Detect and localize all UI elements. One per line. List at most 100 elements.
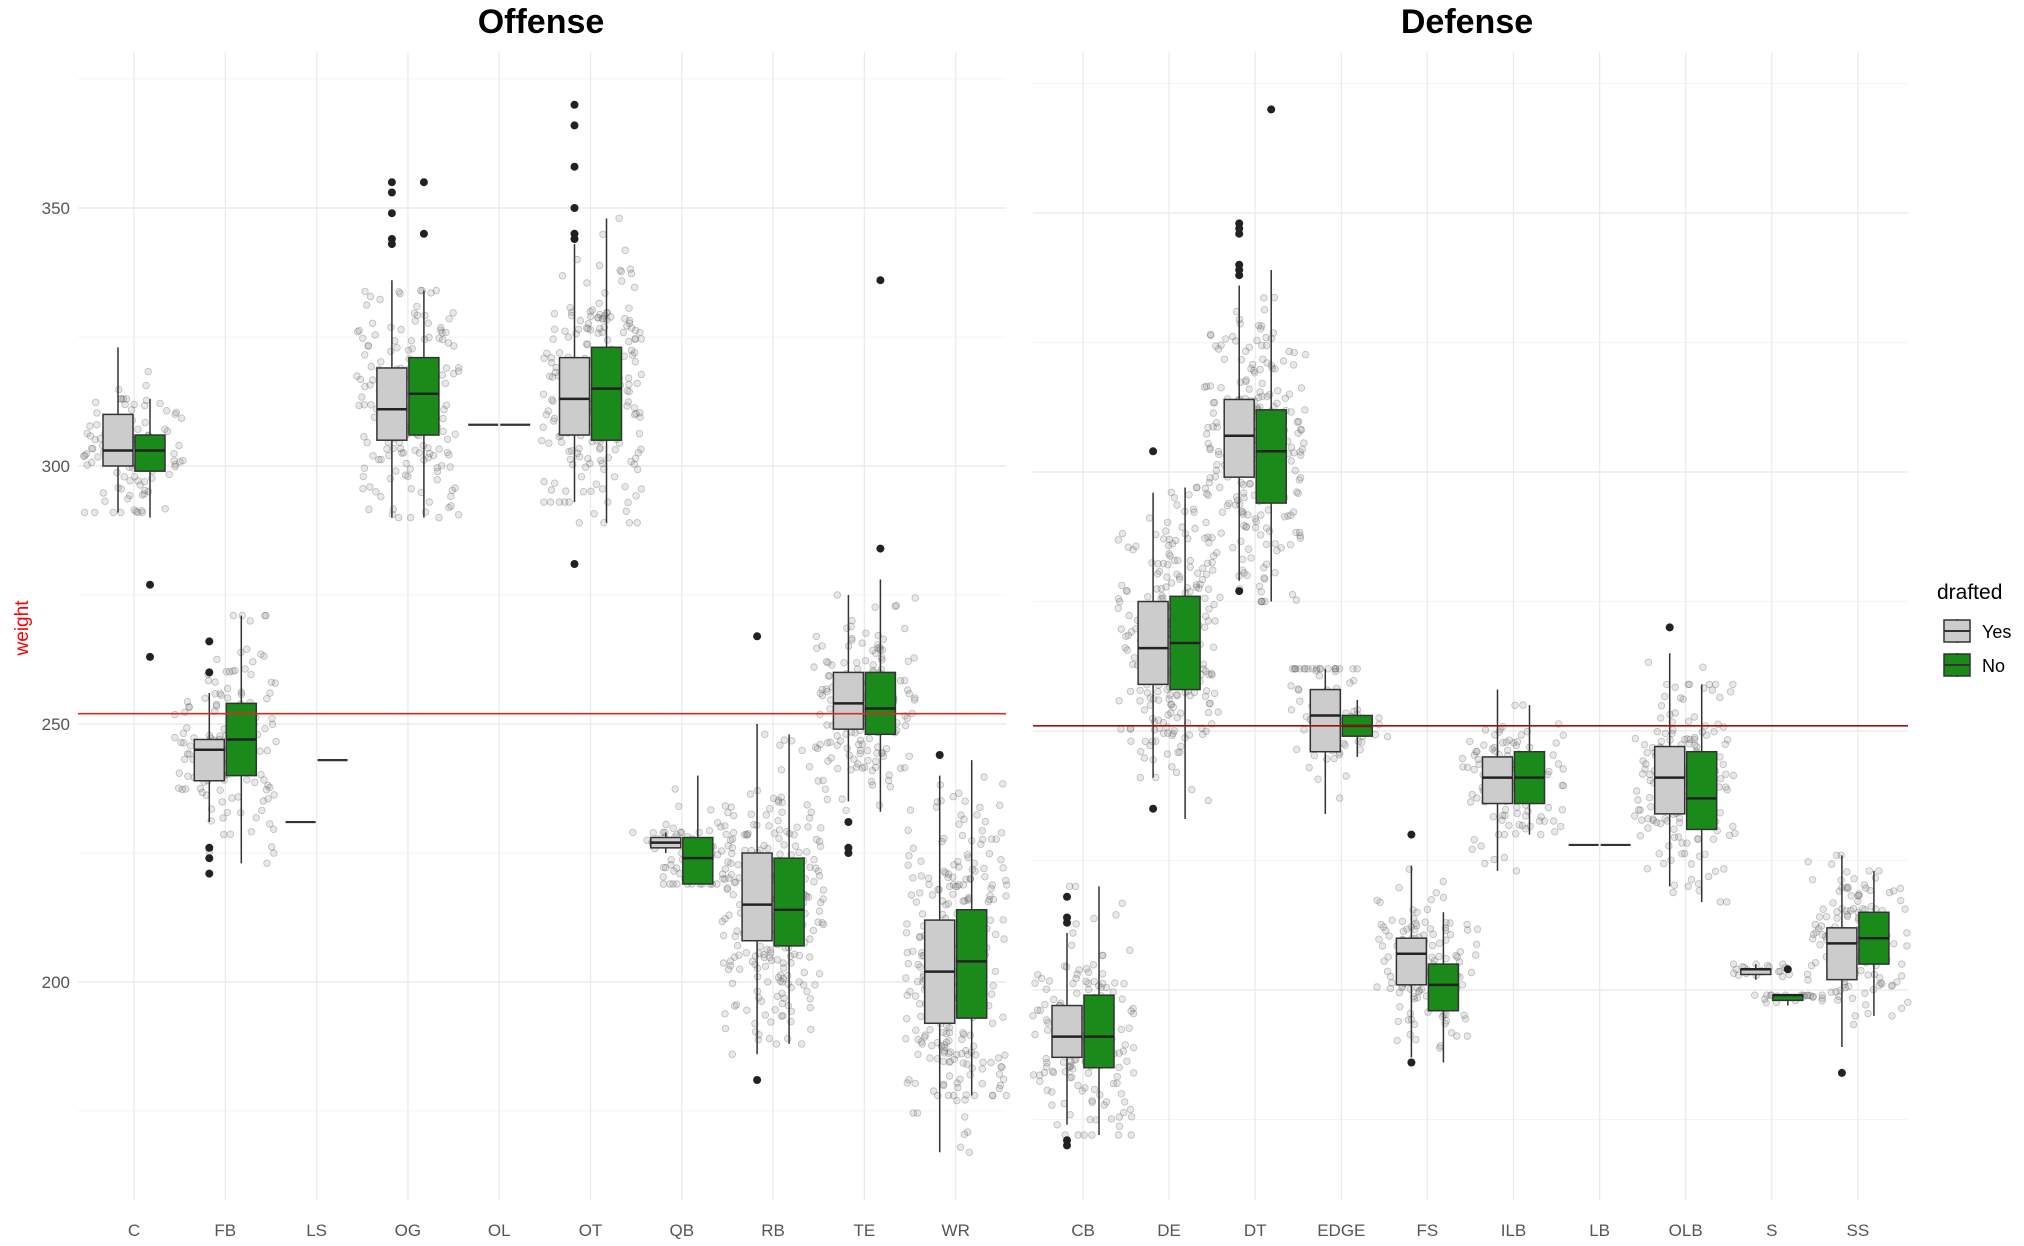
jitter-point [1426,925,1435,933]
box-iqr [1481,756,1514,805]
jitter-point [1471,951,1480,959]
jitter-point [949,881,958,889]
jitter-point [437,326,445,334]
jitter-point [875,801,884,809]
jitter-point [1186,588,1194,596]
x-tick-ls: LS [306,1221,327,1240]
jitter-point [1241,347,1250,355]
jitter-point [819,776,827,785]
jitter-point [718,870,727,878]
jitter-point [1501,811,1509,820]
jitter-point [1316,665,1324,673]
jitter-point [1203,559,1212,567]
jitter-point [362,301,371,309]
jitter-point [550,310,559,318]
jitter-point [1804,976,1812,984]
jitter-point [861,657,870,665]
jitter-point [1818,931,1827,939]
jitter-point [999,1013,1007,1021]
jitter-point [1705,680,1713,689]
jitter-point [1376,898,1384,906]
jitter-point [140,478,149,486]
jitter-point [1294,429,1302,437]
jitter-point [999,1075,1008,1083]
jitter-point [635,430,644,438]
jitter-point [1489,813,1497,821]
jitter-point [1251,524,1260,532]
jitter-point [1388,979,1396,987]
jitter-point [1342,772,1350,780]
jitter-point [985,895,994,904]
jitter-point [1195,584,1203,592]
x-tick-olb: OLB [1669,1221,1703,1240]
jitter-point [596,445,604,453]
jitter-point [819,886,828,894]
jitter-point [736,965,744,973]
jitter-point [1815,913,1824,921]
box-iqr [1223,398,1255,478]
jitter-point [366,483,374,491]
jitter-point [1036,1077,1044,1085]
jitter-point [905,752,913,760]
jitter-point [1751,991,1759,999]
jitter-point [1072,920,1080,928]
jitter-point [822,658,831,666]
jitter-point [90,508,99,517]
jitter-point [1509,739,1518,747]
jitter-point [637,370,646,379]
jitter-point [543,349,551,357]
jitter-point [1470,765,1478,774]
jitter-point [954,857,962,866]
jitter-point [896,764,905,772]
jitter-point [1702,731,1711,739]
jitter-point [177,414,186,422]
jitter-point [183,697,192,706]
jitter-point [1257,588,1265,596]
jitter-point [996,1081,1005,1089]
jitter-point [1127,628,1136,636]
jitter-point [1699,663,1707,671]
jitter-point [1048,1088,1056,1096]
jitter-point [260,776,268,784]
jitter-point [1680,849,1689,858]
outlier-point [1783,965,1792,974]
jitter-point [1288,665,1297,673]
jitter-point [721,1024,730,1033]
jitter-point [1304,665,1312,673]
jitter-point [1284,512,1292,520]
jitter-point [869,661,877,669]
jitter-point [812,864,820,872]
jitter-point [731,1002,739,1010]
jitter-point [957,811,965,819]
jitter-point [1292,528,1300,537]
box-offense-c-no [134,398,166,518]
jitter-point [980,773,988,781]
jitter-point [634,449,643,457]
jitter-point [892,601,900,610]
jitter-point [548,373,557,381]
jitter-point [1512,741,1520,750]
jitter-point [87,458,96,467]
jitter-point [361,287,369,296]
jitter-point [978,1065,986,1073]
box-defense-cb-yes [1051,933,1083,1125]
jitter-point [377,358,385,366]
jitter-point [896,677,905,685]
jitter-point [921,1033,929,1041]
jitter-point [1065,882,1074,891]
jitter-point [992,835,1000,843]
jitter-point [1293,418,1302,426]
jitter-point [986,916,995,924]
jitter-point [1205,605,1213,613]
jitter-point [669,824,677,832]
jitter-point [725,874,733,882]
jitter-point [1406,1030,1414,1039]
jitter-point [1809,993,1817,1001]
jitter-point [806,863,814,871]
jitter-point [627,457,635,466]
jitter-point [779,1012,787,1020]
jitter-point [266,820,274,828]
jitter-point [1295,476,1303,484]
outlier-point [570,100,579,109]
jitter-point [438,371,446,379]
